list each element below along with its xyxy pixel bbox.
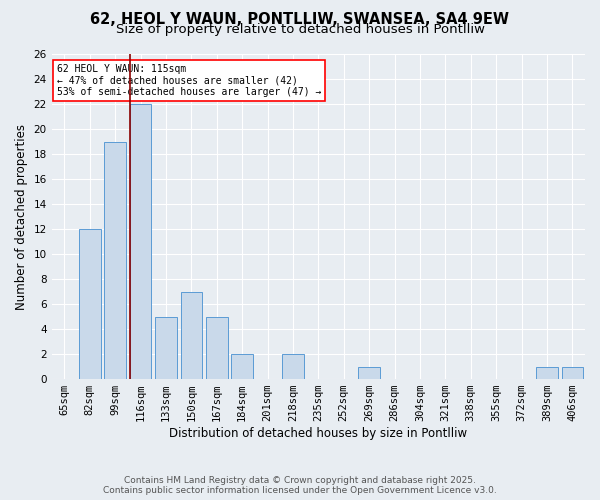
Bar [232, 354, 253, 379]
Bar [104, 142, 126, 379]
Y-axis label: Number of detached properties: Number of detached properties [15, 124, 28, 310]
Bar [282, 354, 304, 379]
Bar [206, 316, 227, 379]
Bar [181, 292, 202, 379]
Text: 62, HEOL Y WAUN, PONTLLIW, SWANSEA, SA4 9EW: 62, HEOL Y WAUN, PONTLLIW, SWANSEA, SA4 … [91, 12, 509, 28]
Text: Size of property relative to detached houses in Pontlliw: Size of property relative to detached ho… [115, 22, 485, 36]
Bar [358, 366, 380, 379]
Bar [562, 366, 583, 379]
Text: 62 HEOL Y WAUN: 115sqm
← 47% of detached houses are smaller (42)
53% of semi-det: 62 HEOL Y WAUN: 115sqm ← 47% of detached… [57, 64, 322, 97]
X-axis label: Distribution of detached houses by size in Pontlliw: Distribution of detached houses by size … [169, 427, 467, 440]
Bar [155, 316, 177, 379]
Bar [79, 229, 101, 379]
Text: Contains HM Land Registry data © Crown copyright and database right 2025.
Contai: Contains HM Land Registry data © Crown c… [103, 476, 497, 495]
Bar [130, 104, 151, 379]
Bar [536, 366, 557, 379]
